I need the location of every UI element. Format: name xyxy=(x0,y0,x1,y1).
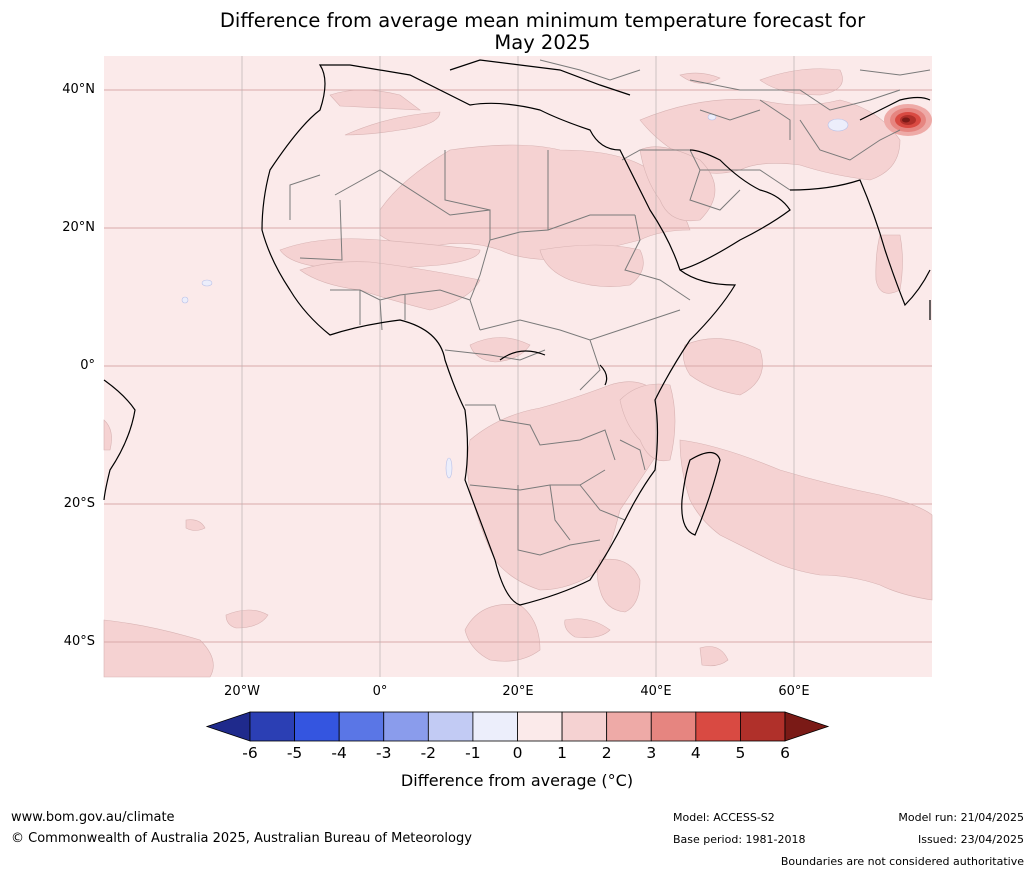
anomaly-hotspot xyxy=(884,104,932,136)
colorbar-segment xyxy=(561,711,608,742)
colorbar-segment xyxy=(249,711,295,742)
footer-url[interactable]: www.bom.gov.au/climate xyxy=(11,810,175,825)
title-line-1: Difference from average mean minimum tem… xyxy=(219,9,866,32)
footer-disclaimer: Boundaries are not considered authoritat… xyxy=(780,855,1024,868)
footer-copyright: © Commonwealth of Australia 2025, Austra… xyxy=(11,831,472,846)
colorbar-label: Difference from average (°C) xyxy=(400,771,634,790)
footer-model-run: Model run: 21/04/2025 xyxy=(898,811,1024,824)
footer-model: Model: ACCESS-S2 xyxy=(673,811,775,824)
colorbar-segment xyxy=(383,711,429,742)
colorbar-tick-label: 6 xyxy=(780,744,790,762)
lon-label-60e: 60°E xyxy=(778,684,810,699)
colorbar-tick-label: 2 xyxy=(601,744,612,762)
footer-base-period: Base period: 1981-2018 xyxy=(673,833,806,846)
lat-label-40s: 40°S xyxy=(63,634,95,649)
colorbar-segment xyxy=(338,711,385,742)
colorbar-segments xyxy=(205,711,830,742)
colorbar-segment xyxy=(472,711,518,742)
colorbar-tick-label: 3 xyxy=(646,744,657,762)
colorbar-tick-label: -3 xyxy=(376,744,392,762)
lat-label-0: 0° xyxy=(80,358,95,373)
colorbar-segment xyxy=(740,711,786,742)
colorbar-segment xyxy=(427,711,474,742)
lon-label-20e: 20°E xyxy=(502,684,534,699)
title-line-2: May 2025 xyxy=(494,31,591,54)
country-borders xyxy=(289,59,931,556)
lat-label-40n: 40°N xyxy=(62,82,95,97)
colorbar-tick-label: -1 xyxy=(465,744,481,762)
lat-label-20s: 20°S xyxy=(63,496,95,511)
footer-issued: Issued: 23/04/2025 xyxy=(917,833,1024,846)
graticule-meridians xyxy=(241,56,795,677)
lon-label-0: 0° xyxy=(372,684,388,699)
colorbar-tick-label: 1 xyxy=(557,744,568,762)
colorbar-tick-label: -2 xyxy=(420,744,437,762)
lon-label-40e: 40°E xyxy=(640,684,672,699)
colorbar-extend-low xyxy=(205,711,251,742)
colorbar-extend-high xyxy=(784,711,830,742)
colorbar-tick-label: 0 xyxy=(512,744,523,762)
colorbar-tick-label: -6 xyxy=(242,744,258,762)
colorbar-tick-label: 5 xyxy=(735,744,746,762)
map-title: Difference from average mean minimum tem… xyxy=(150,10,935,54)
colorbar-segment xyxy=(650,711,697,742)
anomaly-cool-patches xyxy=(181,113,849,479)
lat-label-20n: 20°N xyxy=(62,220,95,235)
colorbar-tick-label: 4 xyxy=(690,744,701,762)
colorbar-tick-label: -5 xyxy=(286,744,303,762)
lon-label-20w: 20°W xyxy=(224,684,260,699)
colorbar-segment xyxy=(517,711,563,742)
colorbar-segment xyxy=(294,711,340,742)
colorbar-segment xyxy=(606,711,652,742)
colorbar-tick-label: -4 xyxy=(331,744,347,762)
colorbar-segment xyxy=(695,711,741,742)
coastlines xyxy=(103,59,931,606)
